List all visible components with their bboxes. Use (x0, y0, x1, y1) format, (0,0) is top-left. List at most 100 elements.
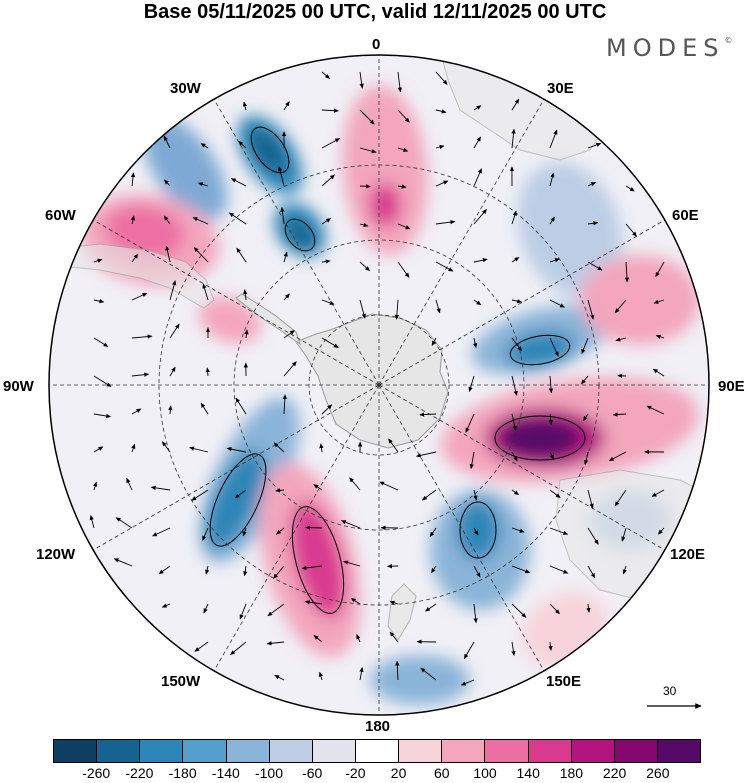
wind-vector (473, 105, 482, 111)
wind-vector (584, 451, 589, 465)
wind-vector (283, 361, 297, 377)
wind-vector (163, 135, 171, 149)
wind-vector (395, 660, 400, 681)
wind-vector (202, 527, 209, 541)
wind-vector (126, 477, 133, 491)
wind-vector (587, 261, 603, 271)
wind-vector (549, 216, 555, 225)
wind-vector (549, 337, 559, 357)
contour-line (509, 334, 571, 366)
anomaly-region (342, 85, 428, 255)
colorbar-segment (355, 740, 400, 762)
colorbar-label: -20 (345, 765, 366, 781)
wind-vector (230, 641, 247, 655)
wind-vector (319, 443, 324, 453)
wind-vector (622, 565, 627, 575)
wind-vector (397, 261, 410, 278)
wind-vector (226, 447, 247, 453)
colorbar-segment (399, 740, 443, 762)
wind-vector (282, 394, 287, 415)
wind-vector (511, 451, 518, 462)
wind-vector (615, 337, 627, 342)
lon-label-60e: 60E (672, 207, 699, 224)
wind-vector (465, 413, 475, 433)
wind-vector (473, 489, 478, 501)
wind-vector (420, 667, 437, 681)
wind-vector (379, 481, 399, 491)
wind-vector (130, 215, 135, 225)
wind-vector (283, 293, 290, 301)
wind-vector (625, 223, 637, 237)
wind-vector (161, 603, 171, 608)
lon-label-30w: 30W (170, 80, 201, 97)
colorbar-label: 220 (602, 765, 627, 781)
wind-vector (473, 527, 479, 536)
wind-vector (511, 375, 518, 396)
colorbar-label: 140 (516, 765, 540, 781)
colorbar-segment (528, 740, 572, 762)
colorbar-labels: -260 -220 -180 -140 -100 -60 -20 20 60 100 140 180 2… (0, 765, 750, 783)
wind-vector (582, 413, 589, 422)
wind-vector (228, 212, 247, 225)
wind-vector (389, 631, 399, 643)
wind-vector (435, 109, 447, 114)
meridian-line (93, 384, 380, 551)
wind-vector (131, 443, 136, 453)
wind-vector (93, 375, 112, 387)
wind-vector (511, 210, 517, 225)
wind-vector (581, 375, 589, 385)
wind-vector (165, 245, 171, 263)
wind-vector (581, 337, 589, 355)
wind-vector (473, 299, 482, 306)
lon-label-120w: 120W (36, 546, 76, 563)
wind-vector (161, 441, 171, 453)
wind-vector (168, 405, 173, 415)
contour-line (284, 218, 316, 252)
wind-vector (397, 109, 410, 123)
wind-vector (435, 180, 449, 187)
wind-vector (321, 259, 331, 264)
wind-vector (239, 603, 247, 620)
latitude-circle (233, 239, 525, 531)
anomaly-region (369, 183, 401, 227)
wind-vector (587, 489, 594, 509)
wind-vector (429, 527, 437, 537)
wind-vector (93, 413, 112, 419)
wind-vector (321, 404, 333, 415)
wind-vector (321, 174, 335, 187)
wind-vector (435, 261, 454, 272)
wind-vector (549, 489, 561, 498)
colorbar-label: -220 (125, 765, 154, 781)
wind-vector (305, 525, 323, 530)
wind-vector (652, 368, 665, 377)
wind-vector (131, 334, 153, 339)
wind-vector (419, 412, 437, 417)
meridian-line (378, 384, 665, 551)
wind-vector (238, 140, 247, 149)
colorbar-label: 20 (390, 765, 407, 781)
wind-vector (93, 337, 109, 347)
wind-vector (431, 565, 437, 574)
wind-vector (243, 565, 248, 577)
anomaly-region (285, 219, 315, 251)
wind-vector (318, 671, 323, 681)
wind-vector (164, 179, 171, 187)
height-anomaly-field (80, 85, 700, 705)
wind-vector (657, 527, 665, 535)
anomaly-region (456, 500, 500, 560)
wind-vector (231, 178, 247, 187)
colorbar-label: -180 (168, 765, 197, 781)
lon-label-180: 180 (365, 718, 391, 735)
anomaly-region (249, 127, 287, 173)
contour-line (494, 415, 586, 461)
reference-vector-value: 30 (663, 684, 677, 698)
contour-lines (209, 126, 586, 614)
wind-vector (200, 402, 209, 415)
anomaly-region (370, 655, 470, 705)
wind-vector (549, 565, 569, 574)
wind-vector (511, 128, 516, 149)
wind-vector (131, 372, 150, 377)
wind-vector (321, 218, 332, 225)
colorbar-segment (269, 740, 313, 762)
